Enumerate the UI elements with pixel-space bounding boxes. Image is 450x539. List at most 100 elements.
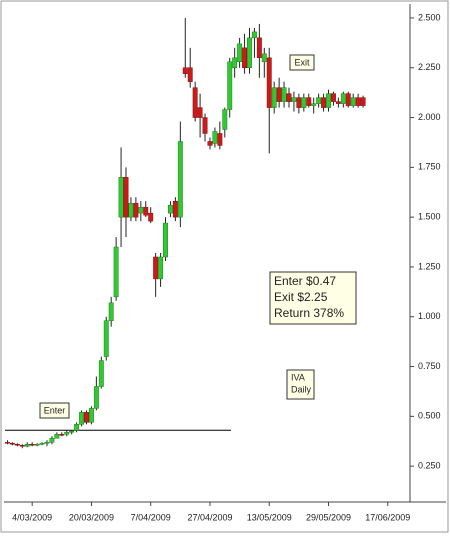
candle-body	[64, 432, 70, 435]
candle-body	[113, 246, 119, 298]
candle-body	[39, 442, 45, 445]
candle-body	[242, 47, 247, 68]
exit-label: Exit	[294, 57, 310, 67]
candle-body	[222, 109, 228, 130]
candle-body	[296, 97, 302, 108]
y-tick-label: 0.500	[418, 411, 441, 421]
candle-body	[54, 434, 60, 439]
candle-body	[93, 386, 99, 409]
candle-body	[29, 443, 35, 446]
y-tick-label: 1.250	[418, 261, 441, 271]
y-tick-label: 1.500	[418, 212, 441, 222]
candle-body	[168, 204, 173, 214]
y-tick-label: 0.750	[418, 361, 441, 371]
candle-body	[88, 408, 94, 423]
x-tick-label: 4/03/2009	[12, 512, 52, 522]
candle-body	[79, 412, 85, 425]
enter-label: Enter	[44, 405, 66, 415]
candle-body	[207, 141, 213, 146]
candle-body	[247, 37, 252, 68]
candle-body	[316, 97, 322, 104]
candle-body	[301, 97, 307, 108]
y-tick-label: 2.000	[418, 112, 441, 122]
candle-body	[286, 93, 292, 102]
candle-body	[59, 434, 65, 436]
candle-body	[335, 101, 341, 104]
candle-body	[103, 320, 109, 357]
result-text: Return 378%	[274, 306, 344, 320]
candle-body	[44, 441, 50, 444]
candle-body	[24, 443, 30, 447]
x-tick-label: 29/05/2009	[306, 512, 351, 522]
candle-body	[34, 443, 40, 446]
candle-body	[148, 212, 154, 222]
candle-body	[217, 133, 223, 146]
y-tick-label: 1.000	[418, 311, 441, 321]
candle-body	[177, 141, 183, 218]
x-tick-label: 27/04/2009	[187, 512, 232, 522]
candle-body	[108, 302, 114, 321]
candle-body	[133, 202, 139, 218]
candle-body	[212, 131, 218, 144]
candle-body	[98, 360, 104, 387]
candle-body	[192, 87, 198, 118]
candle-body	[321, 97, 327, 108]
candle-body	[360, 97, 366, 106]
candle-body	[281, 87, 287, 102]
candle-body	[84, 412, 89, 423]
candle-body	[251, 31, 257, 39]
candle-body	[118, 177, 124, 218]
candle-body	[153, 256, 159, 280]
candle-body	[74, 424, 80, 431]
symbol-text: Daily	[291, 384, 312, 394]
candle-body	[5, 441, 10, 444]
candle-body	[49, 438, 55, 443]
candle-body	[326, 93, 331, 108]
candle-body	[345, 93, 351, 106]
candle-body	[128, 202, 134, 218]
result-box	[269, 271, 357, 325]
result-text: Enter $0.47	[274, 274, 336, 288]
candle-body	[158, 256, 164, 280]
y-tick-label: 2.500	[418, 12, 441, 22]
candle-body	[197, 107, 203, 118]
candle-body	[350, 97, 356, 106]
candle-body	[14, 443, 20, 446]
y-tick-label: 0.250	[418, 461, 441, 471]
candle-body	[237, 43, 243, 63]
x-tick-label: 17/06/2009	[365, 512, 410, 522]
exit-box	[289, 54, 315, 71]
x-tick-label: 13/05/2009	[247, 512, 292, 522]
candle-body	[330, 93, 336, 102]
candle-body	[19, 444, 25, 447]
candle-body	[232, 57, 238, 68]
symbol-text: IVA	[291, 372, 305, 382]
candle-body	[227, 61, 233, 110]
candle-body	[123, 177, 129, 218]
candle-body	[69, 431, 75, 433]
candle-body	[306, 97, 312, 106]
candle-body	[256, 37, 262, 59]
candle-body	[340, 93, 346, 104]
candle-body	[261, 53, 267, 63]
x-tick-label: 20/03/2009	[69, 512, 114, 522]
candle-body	[271, 87, 277, 108]
candle-body	[266, 57, 272, 108]
x-tick-label: 7/04/2009	[131, 512, 171, 522]
candle-body	[182, 67, 188, 74]
candle-body	[187, 67, 193, 82]
candle-body	[291, 97, 297, 102]
enter-box	[39, 402, 70, 419]
symbol-box	[286, 369, 315, 400]
candle-body	[355, 97, 361, 106]
candle-body	[276, 87, 282, 102]
candle-body	[143, 206, 149, 216]
y-tick-label: 1.750	[418, 162, 441, 172]
result-text: Exit $2.25	[274, 290, 328, 304]
candle-body	[138, 206, 144, 214]
candle-body	[163, 222, 168, 258]
y-tick-label: 2.250	[418, 62, 441, 72]
candle-body	[172, 200, 178, 218]
